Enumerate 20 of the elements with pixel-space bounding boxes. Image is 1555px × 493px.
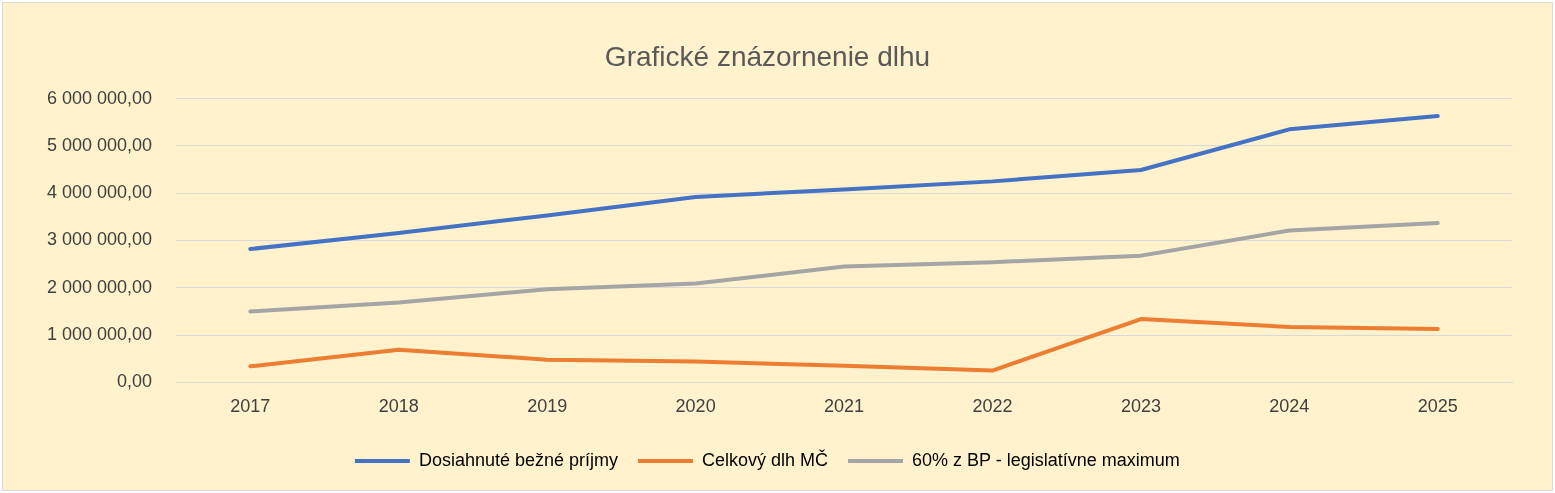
x-tick-label: 2018 bbox=[378, 396, 419, 417]
y-tick-label: 6 000 000,00 bbox=[46, 87, 153, 108]
y-tick-label: 0,00 bbox=[117, 371, 153, 392]
x-tick-label: 2023 bbox=[1120, 396, 1161, 417]
chart-title: Grafické znázornenie dlhu bbox=[604, 40, 931, 72]
x-tick-label: 2025 bbox=[1417, 396, 1458, 417]
x-tick-label: 2020 bbox=[675, 396, 716, 417]
legend-label: Dosiahnuté bežné príjmy bbox=[418, 449, 618, 470]
x-tick-label: 2017 bbox=[230, 396, 271, 417]
y-tick-label: 2 000 000,00 bbox=[46, 276, 153, 297]
x-tick-label: 2019 bbox=[527, 396, 568, 417]
y-tick-label: 1 000 000,00 bbox=[46, 324, 153, 345]
legend-label: Celkový dlh MČ bbox=[701, 448, 829, 470]
x-tick-label: 2024 bbox=[1269, 396, 1310, 417]
x-tick-label: 2021 bbox=[824, 396, 865, 417]
y-tick-label: 3 000 000,00 bbox=[46, 229, 153, 250]
y-tick-label: 5 000 000,00 bbox=[46, 134, 153, 155]
legend-label: 60% z BP - legislatívne maximum bbox=[912, 449, 1180, 470]
y-tick-label: 4 000 000,00 bbox=[46, 182, 153, 203]
x-tick-label: 2022 bbox=[972, 396, 1013, 417]
